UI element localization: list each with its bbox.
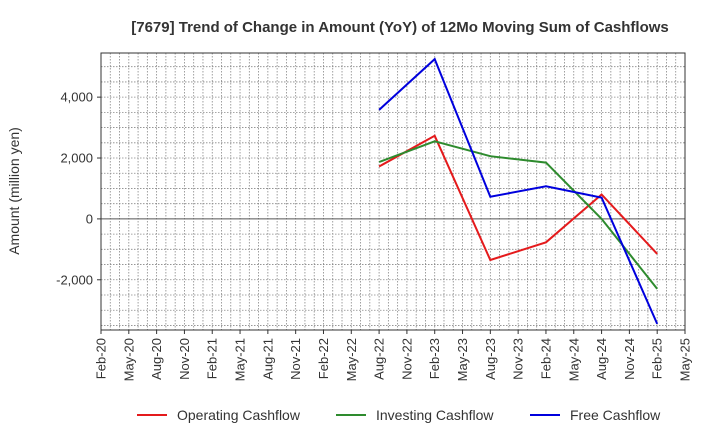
y-axis-label: Amount (million yen) (6, 127, 22, 255)
legend-label-2: Free Cashflow (570, 407, 661, 423)
legend: Operating Cashflow Investing Cashflow Free… (137, 407, 661, 423)
y-tick-label: 0 (86, 211, 93, 226)
x-tick-label: May-20 (121, 338, 136, 381)
y-tick-label: -2,000 (56, 272, 93, 287)
x-tick-label: Aug-24 (594, 338, 609, 380)
x-tick-label: Feb-20 (94, 338, 109, 379)
x-tick-label: Nov-20 (177, 338, 192, 380)
legend-label-1: Investing Cashflow (376, 407, 494, 423)
legend-label-0: Operating Cashflow (177, 407, 301, 423)
x-tick-label: May-25 (678, 338, 693, 381)
tick-layer: Feb-20 May-20 Aug-20 Nov-20 Feb-21 May-21 Aug-… (56, 90, 692, 382)
series-line-2 (378, 57, 659, 325)
y-tick-label: 4,000 (60, 90, 93, 105)
series-layer (378, 57, 659, 325)
x-tick-label: May-23 (455, 338, 470, 381)
series-line-0 (378, 134, 658, 262)
x-tick-label: Feb-22 (316, 338, 331, 379)
series-line-1 (378, 140, 658, 290)
y-tick-label: 2,000 (60, 151, 93, 166)
x-tick-label: Feb-21 (205, 338, 220, 379)
x-tick-label: Aug-23 (483, 338, 498, 380)
x-tick-label: Nov-22 (399, 338, 414, 380)
x-tick-label: Feb-24 (538, 338, 553, 379)
x-tick-label: May-22 (344, 338, 359, 381)
x-tick-label: Aug-22 (372, 338, 387, 380)
x-tick-label: Aug-20 (149, 338, 164, 380)
x-tick-label: May-24 (566, 338, 581, 381)
x-tick-label: Feb-25 (650, 338, 665, 379)
chart-title: [7679] Trend of Change in Amount (YoY) o… (131, 19, 669, 36)
x-tick-label: May-21 (233, 338, 248, 381)
grid-layer (101, 53, 685, 330)
x-tick-label: Aug-21 (260, 338, 275, 380)
x-tick-label: Nov-21 (288, 338, 303, 380)
x-tick-label: Nov-23 (511, 338, 526, 380)
x-tick-label: Nov-24 (622, 338, 637, 380)
plot-frame (100, 52, 686, 331)
x-tick-label: Feb-23 (427, 338, 442, 379)
